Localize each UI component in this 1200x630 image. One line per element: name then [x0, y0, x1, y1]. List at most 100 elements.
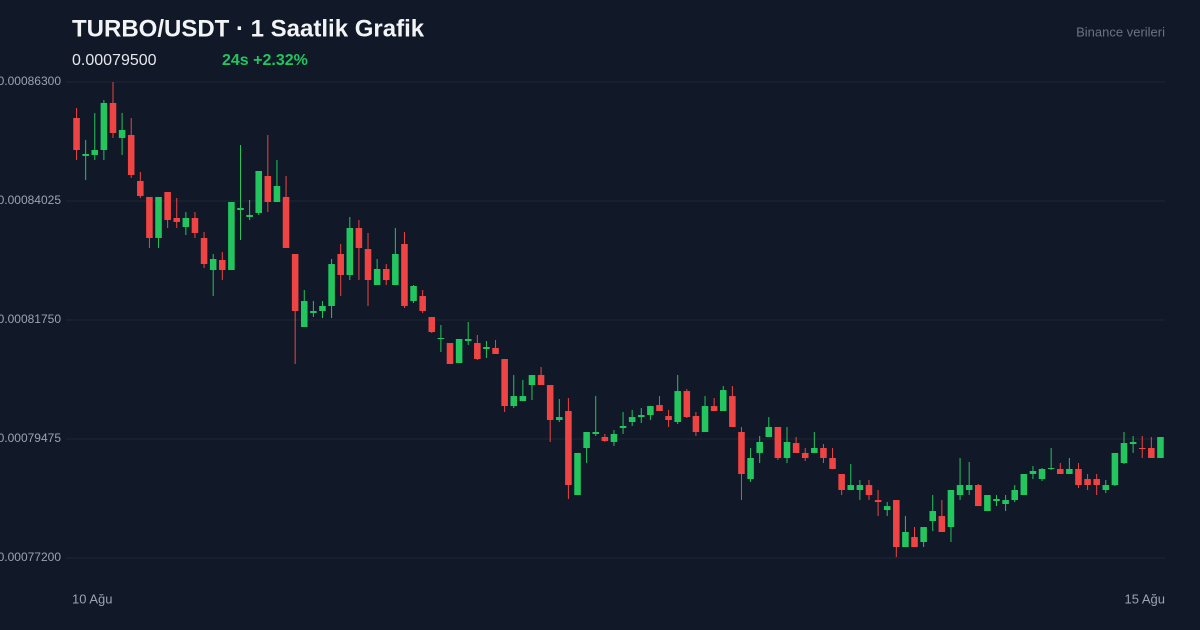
data-source: Binance verileri — [1076, 24, 1165, 39]
candle-body — [474, 343, 481, 360]
candle-body — [838, 473, 845, 490]
candle-body — [410, 286, 417, 302]
candle-body — [1075, 468, 1082, 486]
candle-body — [73, 117, 80, 150]
candle-body — [264, 175, 272, 202]
y-tick-label: 0.00084025 — [0, 193, 61, 207]
candle-body — [228, 201, 235, 270]
candle-body — [1157, 437, 1164, 458]
candle-body — [355, 227, 363, 248]
candle-body — [291, 253, 299, 312]
candle-body — [993, 498, 1000, 501]
candle-body — [592, 431, 600, 434]
candle-body — [893, 500, 900, 548]
candle-body — [200, 237, 208, 265]
candle-body — [437, 337, 445, 339]
candle-body — [719, 390, 727, 412]
candle-body — [911, 537, 918, 548]
candle-body — [537, 375, 545, 386]
candle-body — [765, 426, 773, 438]
candle-body — [847, 485, 855, 490]
candle-body — [219, 260, 226, 270]
candle-body — [446, 343, 454, 364]
candle-body — [619, 425, 627, 429]
candle-body — [565, 411, 572, 486]
x-tick-label: 10 Ağu — [72, 591, 113, 606]
candle-body — [656, 405, 663, 412]
candle-body — [811, 447, 818, 453]
candle-body — [282, 196, 290, 248]
candle-body — [984, 495, 991, 512]
candle-body — [137, 180, 144, 196]
candle-body — [637, 415, 645, 418]
candle-body — [346, 227, 354, 276]
candle-body — [920, 527, 927, 542]
candle-body — [683, 391, 691, 418]
candle-body — [319, 305, 326, 312]
candle-body — [583, 431, 590, 448]
candle-body — [1120, 443, 1128, 464]
candle-body — [182, 218, 190, 227]
candle-body — [82, 153, 89, 156]
candle-body — [364, 249, 372, 281]
candle-body — [146, 196, 153, 238]
candle-body — [127, 134, 135, 176]
candle-body — [1020, 473, 1028, 496]
candle-body — [628, 417, 636, 422]
candle-body — [237, 208, 244, 210]
candle-body — [556, 417, 563, 421]
candle-body — [647, 406, 654, 416]
candle-body — [902, 532, 909, 548]
candle-body — [1002, 500, 1009, 505]
candle-body — [1129, 441, 1137, 445]
candle-body — [1102, 485, 1110, 490]
current-price: 0.00079500 — [72, 52, 157, 69]
candle-body — [747, 457, 754, 480]
candle-body — [164, 192, 171, 220]
candle-body — [91, 150, 99, 155]
candle-body — [455, 338, 463, 363]
candle-body — [519, 396, 527, 402]
candle-body — [337, 253, 344, 276]
candle-body — [1029, 471, 1037, 474]
candle-body — [173, 218, 181, 222]
candle-body — [255, 170, 262, 213]
candle-body — [1011, 490, 1018, 501]
candle-body — [783, 441, 791, 458]
candle-body — [1038, 468, 1046, 480]
candle-body — [865, 485, 873, 496]
candle-body — [1093, 479, 1100, 486]
y-tick-label: 0.00077200 — [0, 550, 61, 564]
candle-body — [829, 457, 836, 469]
chart-title: TURBO/USDT · 1 Saatlik Grafik — [72, 15, 425, 42]
candle-body — [118, 129, 126, 138]
y-tick-label: 0.00081750 — [0, 312, 61, 326]
candle-body — [610, 433, 618, 442]
candle-body — [929, 511, 937, 522]
candle-body — [300, 301, 308, 328]
candle-body — [665, 416, 672, 421]
candle-body — [310, 311, 317, 314]
y-tick-label: 0.00079475 — [0, 431, 61, 445]
candle-body — [674, 391, 681, 422]
candle-body — [774, 426, 782, 458]
candle-body — [428, 317, 436, 333]
candle-body — [956, 485, 964, 496]
candle-body — [401, 243, 408, 306]
candle-body — [392, 253, 399, 286]
candle-body — [510, 396, 518, 407]
candle-body — [975, 485, 982, 507]
candle-body — [109, 102, 117, 133]
candle-body — [464, 338, 472, 341]
candle-body — [1066, 468, 1073, 474]
candle-body — [246, 214, 253, 218]
candle-body — [792, 443, 800, 453]
candle-body — [820, 447, 827, 458]
y-tick-label: 0.00086300 — [0, 74, 61, 88]
candle-body — [483, 346, 490, 349]
candle-body — [100, 102, 108, 150]
candle-body — [155, 196, 162, 238]
candle-body — [492, 347, 499, 354]
candle-body — [692, 416, 700, 432]
